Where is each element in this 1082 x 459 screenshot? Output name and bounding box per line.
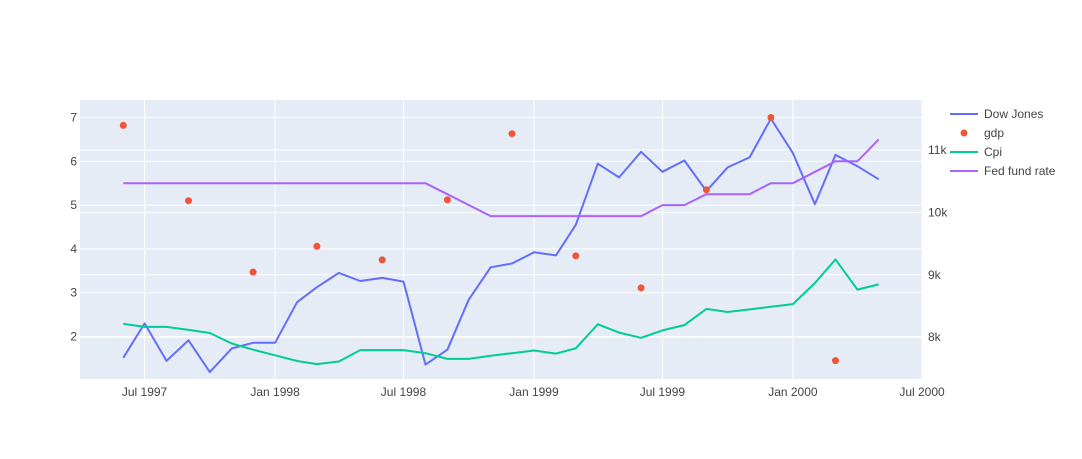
legend-label: gdp <box>984 126 1004 140</box>
series-line-fed-fund-rate <box>123 138 880 218</box>
series-point-gdp <box>832 357 839 365</box>
legend[interactable]: Dow Jones gdp Cpi Fed fund rate <box>950 107 1056 178</box>
x-tick-label: Jan 1999 <box>509 385 559 399</box>
y-left-axis-tick-labels: 2 3 4 5 6 7 <box>70 111 77 344</box>
y-left-tick-label: 7 <box>70 111 77 125</box>
y-left-tick-label: 2 <box>70 330 77 344</box>
legend-item-cpi[interactable]: Cpi <box>950 145 1002 159</box>
series-point-gdp <box>119 121 127 129</box>
series-point-gdp <box>443 196 451 204</box>
y-right-tick-label: 8k <box>928 330 942 344</box>
series-line-cpi <box>123 258 879 366</box>
x-tick-label: Jan 2000 <box>768 385 818 399</box>
series-point-gdp <box>185 197 192 205</box>
series-point-gdp <box>637 284 645 292</box>
y-right-tick-label: 11k <box>928 143 947 157</box>
x-tick-label: Jul 1998 <box>381 385 427 399</box>
y-left-tick-label: 4 <box>70 242 77 256</box>
legend-item-gdp[interactable]: gdp <box>960 126 1005 140</box>
x-tick-label: Jul 1999 <box>640 385 686 399</box>
x-tick-label: Jul 2000 <box>899 385 945 399</box>
y-right-tick-label: 9k <box>928 268 942 282</box>
legend-label: Dow Jones <box>984 107 1043 121</box>
x-tick-label: Jan 1998 <box>250 385 300 399</box>
x-tick-label: Jul 1997 <box>122 385 168 399</box>
series-point-gdp <box>508 130 516 138</box>
y-left-tick-label: 5 <box>70 198 77 212</box>
legend-label: Fed fund rate <box>984 164 1056 178</box>
series-point-gdp <box>767 114 775 121</box>
series-point-gdp <box>702 186 710 194</box>
y-left-tick-label: 3 <box>70 286 77 300</box>
x-gridlines <box>144 100 923 379</box>
y-gridlines <box>80 117 922 338</box>
x-axis-tick-labels: Jul 1997 Jan 1998 Jul 1998 Jan 1999 Jul 1999… <box>122 385 945 399</box>
legend-swatch <box>960 129 968 137</box>
y-right-axis-tick-labels: 8k 9k 10k 11k <box>928 143 948 344</box>
y-left-tick-label: 6 <box>70 154 77 168</box>
series-point-gdp <box>378 256 386 264</box>
legend-item-dow-jones[interactable]: Dow Jones <box>950 107 1043 121</box>
series-point-gdp <box>249 268 257 276</box>
series-layer <box>119 114 880 374</box>
legend-label: Cpi <box>984 145 1002 159</box>
series-line-dow-jones <box>122 117 880 374</box>
plot-background <box>80 100 922 379</box>
legend-item-fed-fund-rate[interactable]: Fed fund rate <box>950 164 1056 178</box>
y-right-tick-label: 10k <box>928 205 948 219</box>
series-point-gdp <box>572 252 580 260</box>
series-point-gdp <box>313 242 321 250</box>
